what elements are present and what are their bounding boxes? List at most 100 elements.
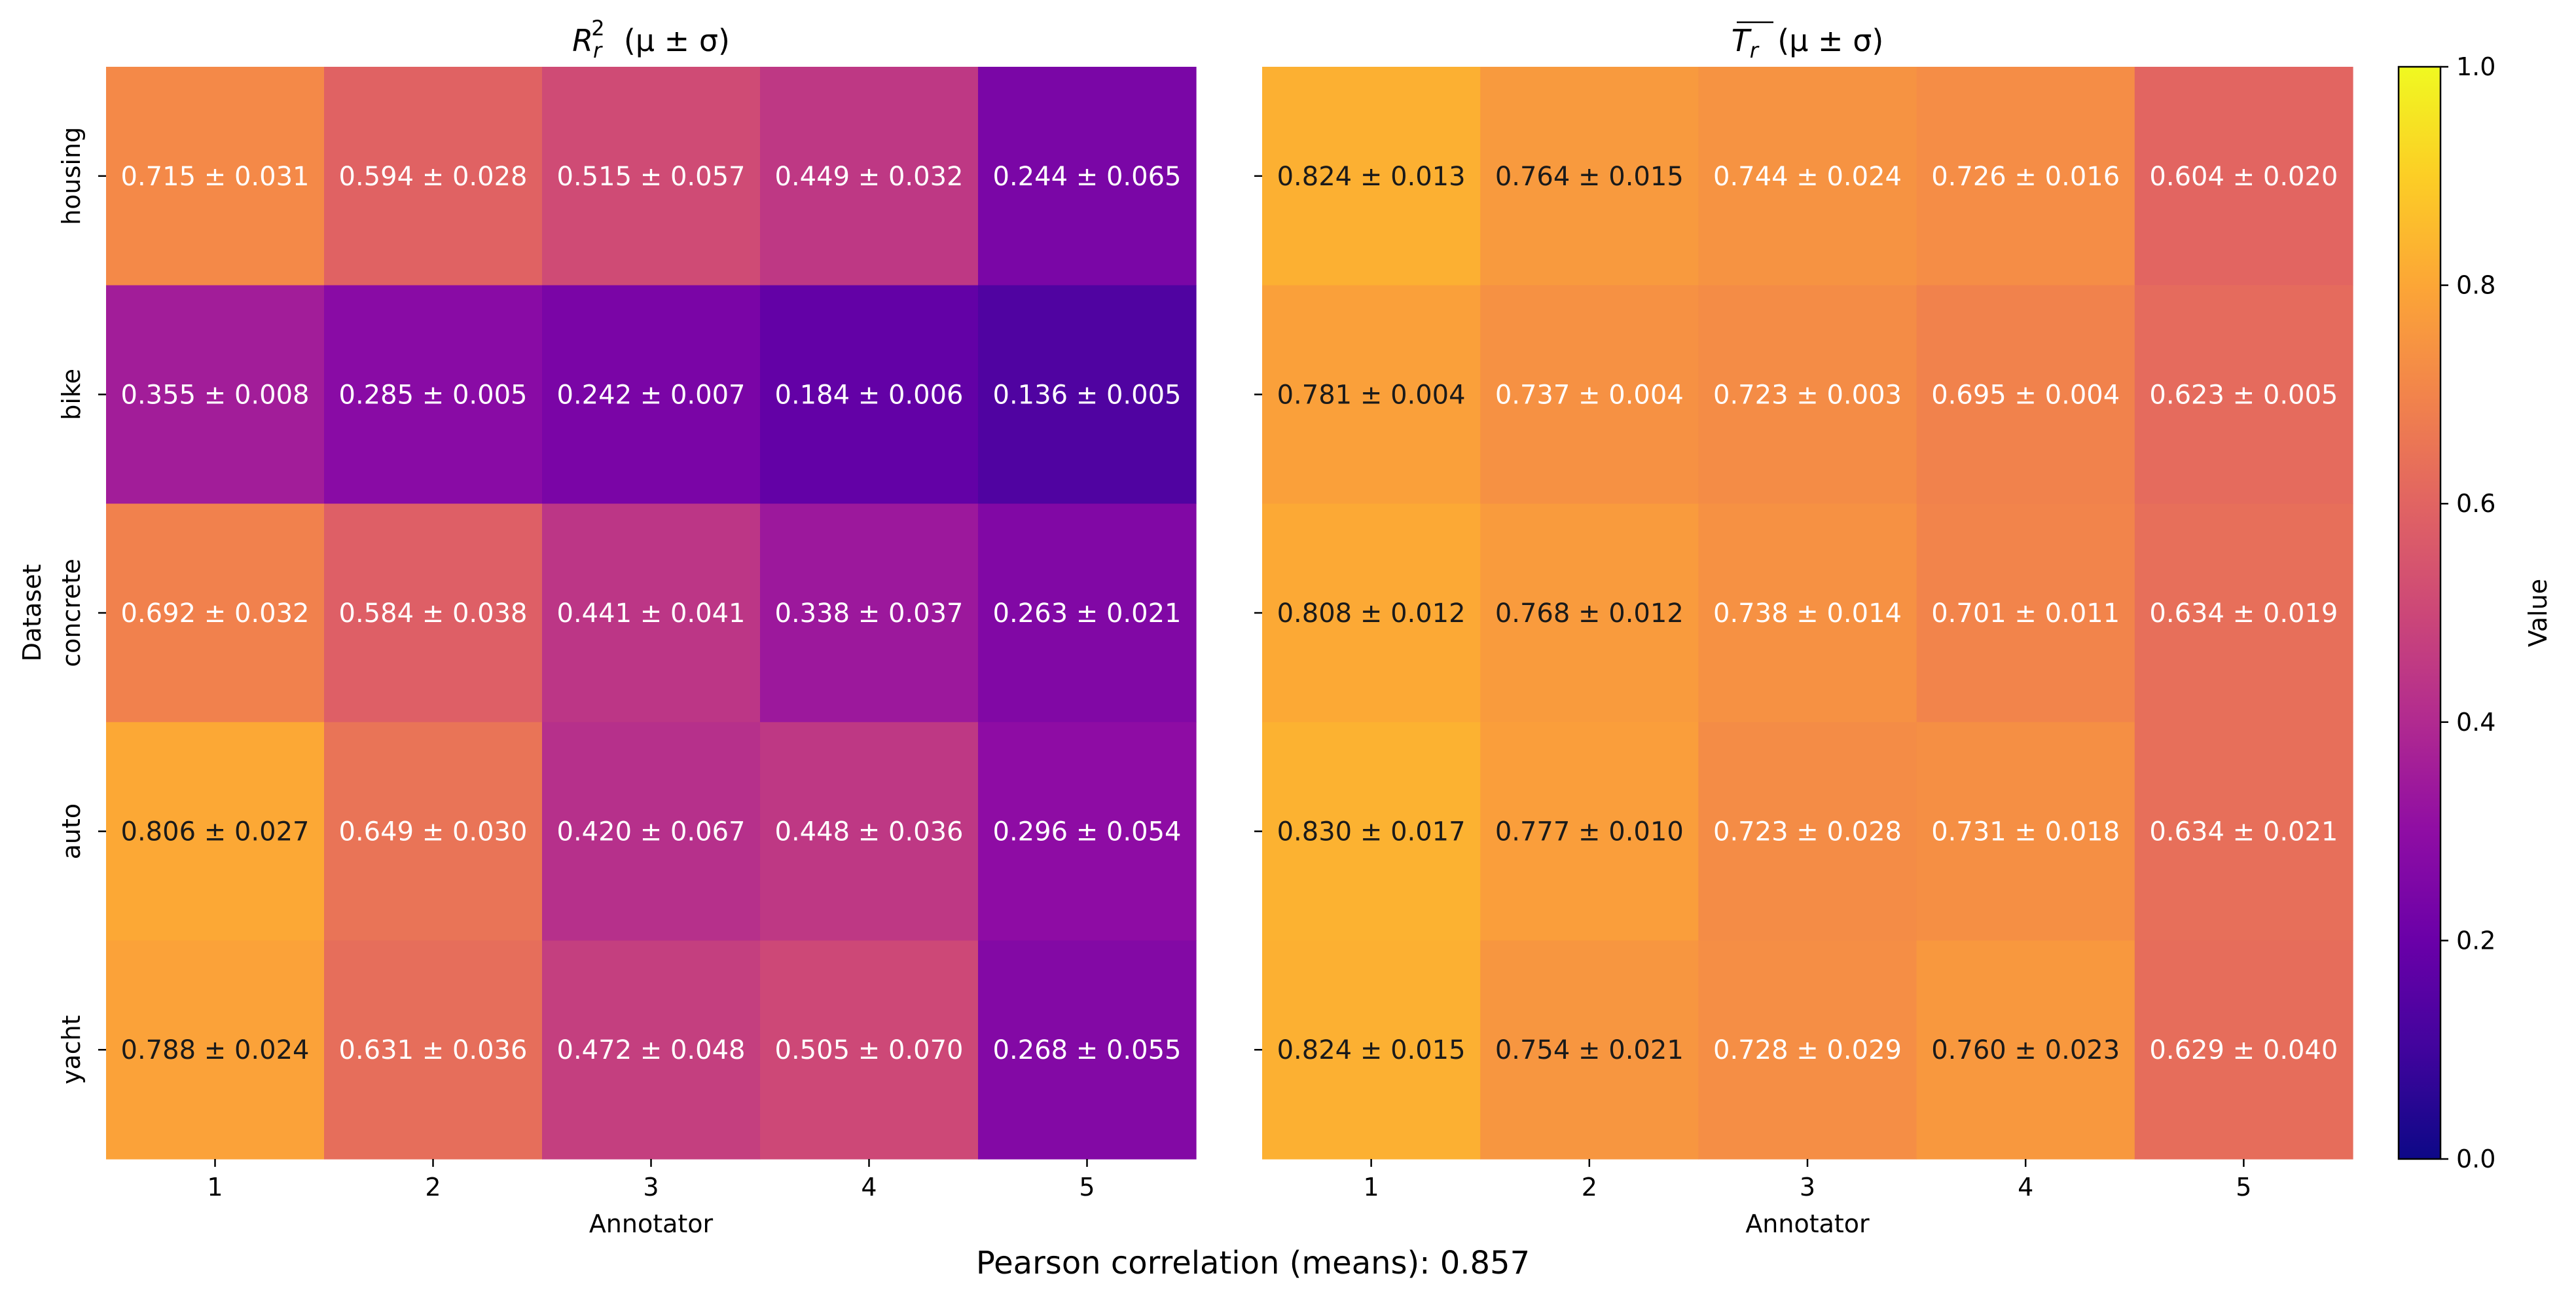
heatmap-cell (106, 504, 325, 723)
cell-label: 0.623 ± 0.005 (2149, 380, 2338, 410)
cell-label: 0.629 ± 0.040 (2149, 1035, 2338, 1065)
cell-label: 0.604 ± 0.020 (2149, 162, 2338, 192)
cell-label: 0.634 ± 0.019 (2149, 598, 2338, 629)
heatmap-cell (978, 504, 1197, 723)
cell-label: 0.723 ± 0.003 (1713, 380, 1902, 410)
cell-label: 0.631 ± 0.036 (339, 1035, 528, 1065)
cell-label: 0.355 ± 0.008 (121, 380, 310, 410)
x-axis-label: Annotator (1745, 1209, 1870, 1238)
x-tick-label: 2 (425, 1173, 441, 1202)
heatmap-cell (2134, 285, 2353, 504)
heatmap-cell (1480, 285, 1699, 504)
cell-label: 0.448 ± 0.036 (775, 817, 964, 847)
cell-label: 0.737 ± 0.004 (1495, 380, 1684, 410)
title-symbol: T (1732, 23, 1752, 58)
heatmap-cell (1916, 504, 2135, 723)
cell-label: 0.515 ± 0.057 (557, 162, 746, 192)
cell-label: 0.244 ± 0.065 (993, 162, 1182, 192)
colorbar-tick-label: 0.4 (2456, 708, 2495, 737)
heatmap-cell (324, 722, 543, 941)
colorbar-label: Value (2524, 579, 2552, 647)
cell-label: 0.808 ± 0.012 (1277, 598, 1466, 629)
heatmap-cell (1480, 722, 1699, 941)
cell-label: 0.338 ± 0.037 (775, 598, 964, 629)
cell-label: 0.649 ± 0.030 (339, 817, 528, 847)
x-tick-label: 5 (1079, 1173, 1095, 1202)
heatmap-cell (760, 504, 979, 723)
cell-label: 0.634 ± 0.021 (2149, 817, 2338, 847)
heatmap-cell (106, 285, 325, 504)
heatmap-cell (324, 67, 543, 286)
cell-label: 0.692 ± 0.032 (121, 598, 310, 629)
cell-label: 0.768 ± 0.012 (1495, 598, 1684, 629)
heatmap-cell (1480, 940, 1699, 1160)
colorbar-gradient (2397, 65, 2442, 1160)
cell-label: 0.285 ± 0.005 (339, 380, 528, 410)
heatmap-cell (978, 722, 1197, 941)
heatmap-cell (1916, 722, 2135, 941)
heatmap-cell (324, 285, 543, 504)
cell-label: 0.777 ± 0.010 (1495, 817, 1684, 847)
x-tick-label: 3 (643, 1173, 659, 1202)
heatmap-cell (542, 67, 761, 286)
cell-label: 0.505 ± 0.070 (775, 1035, 964, 1065)
colorbar-tick-label: 0.2 (2456, 926, 2495, 955)
heatmap-panel-tr: 0.824 ± 0.013 0.764 ± 0.015 0.744 ± 0.024 0… (1254, 21, 2353, 1238)
title-symbol: R (572, 23, 593, 58)
cell-label: 0.788 ± 0.024 (121, 1035, 310, 1065)
cell-label: 0.184 ± 0.006 (775, 380, 964, 410)
heatmap-cell (324, 940, 543, 1160)
heatmap-panel-r2: 0.715 ± 0.031 0.594 ± 0.028 0.515 ± 0.057 0… (18, 16, 1197, 1238)
title-suffix: (μ ± σ) (1777, 23, 1883, 58)
heatmap-cell (1262, 504, 1481, 723)
x-tick-label: 1 (207, 1173, 223, 1202)
x-tick-label: 1 (1364, 1173, 1379, 1202)
heatmap-cell (1698, 940, 1917, 1160)
cell-label: 0.136 ± 0.005 (993, 380, 1182, 410)
panel-title: Rr2 (μ ± σ) (572, 16, 730, 63)
cell-label: 0.449 ± 0.032 (775, 162, 964, 192)
y-tick-label: bike (57, 369, 86, 420)
x-tick-label: 2 (1582, 1173, 1597, 1202)
y-tick-label: housing (57, 127, 86, 225)
heatmap-cell (1262, 285, 1481, 504)
cell-label: 0.806 ± 0.027 (121, 817, 310, 847)
cell-label: 0.731 ± 0.018 (1931, 817, 2120, 847)
heatmap-cell (2134, 67, 2353, 286)
x-tick-label: 4 (2018, 1173, 2033, 1202)
colorbar: 0.0 0.2 0.4 0.6 0.8 1.0 Value (2397, 52, 2552, 1173)
heatmap-cell (1698, 67, 1917, 286)
title-spacer (1758, 23, 1777, 58)
heatmap-cell (978, 285, 1197, 504)
cell-label: 0.715 ± 0.031 (121, 162, 310, 192)
y-axis-label: Dataset (18, 564, 46, 662)
heatmap-cell (1916, 67, 2135, 286)
cell-label: 0.744 ± 0.024 (1713, 162, 1902, 192)
colorbar-tick-label: 1.0 (2456, 52, 2495, 81)
heatmap-cell (760, 722, 979, 941)
cell-label: 0.830 ± 0.017 (1277, 817, 1466, 847)
heatmap-cell (324, 504, 543, 723)
cell-label: 0.760 ± 0.023 (1931, 1035, 2120, 1065)
title-subscript: r (593, 38, 603, 63)
colorbar-tick-label: 0.0 (2456, 1145, 2495, 1173)
heatmap-cell (106, 722, 325, 941)
title-subscript: r (1750, 38, 1760, 63)
heatmap-cell (1262, 67, 1481, 286)
colorbar-tick-label: 0.6 (2456, 489, 2495, 518)
heatmap-cell (1262, 722, 1481, 941)
heatmap-cell (760, 67, 979, 286)
cell-label: 0.726 ± 0.016 (1931, 162, 2120, 192)
cell-label: 0.754 ± 0.021 (1495, 1035, 1684, 1065)
heatmap-cell (2134, 504, 2353, 723)
heatmap-cell (1480, 504, 1699, 723)
heatmap-cell (978, 67, 1197, 286)
cell-label: 0.781 ± 0.004 (1277, 380, 1466, 410)
heatmap-cell (978, 940, 1197, 1160)
heatmap-cell (1698, 722, 1917, 941)
heatmap-cell (106, 940, 325, 1160)
cell-label: 0.695 ± 0.004 (1931, 380, 2120, 410)
heatmap-cell (1916, 940, 2135, 1160)
cell-label: 0.268 ± 0.055 (993, 1035, 1182, 1065)
